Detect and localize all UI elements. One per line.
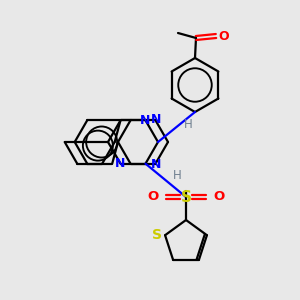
Text: O: O xyxy=(213,190,224,203)
Text: H: H xyxy=(184,118,192,131)
Text: N: N xyxy=(151,158,162,171)
Text: O: O xyxy=(218,29,229,43)
Text: S: S xyxy=(152,228,162,242)
Text: H: H xyxy=(173,169,182,182)
Text: S: S xyxy=(181,190,191,205)
Text: N: N xyxy=(151,113,162,126)
Text: N: N xyxy=(140,114,151,127)
Text: N: N xyxy=(115,157,126,170)
Text: O: O xyxy=(148,190,159,203)
